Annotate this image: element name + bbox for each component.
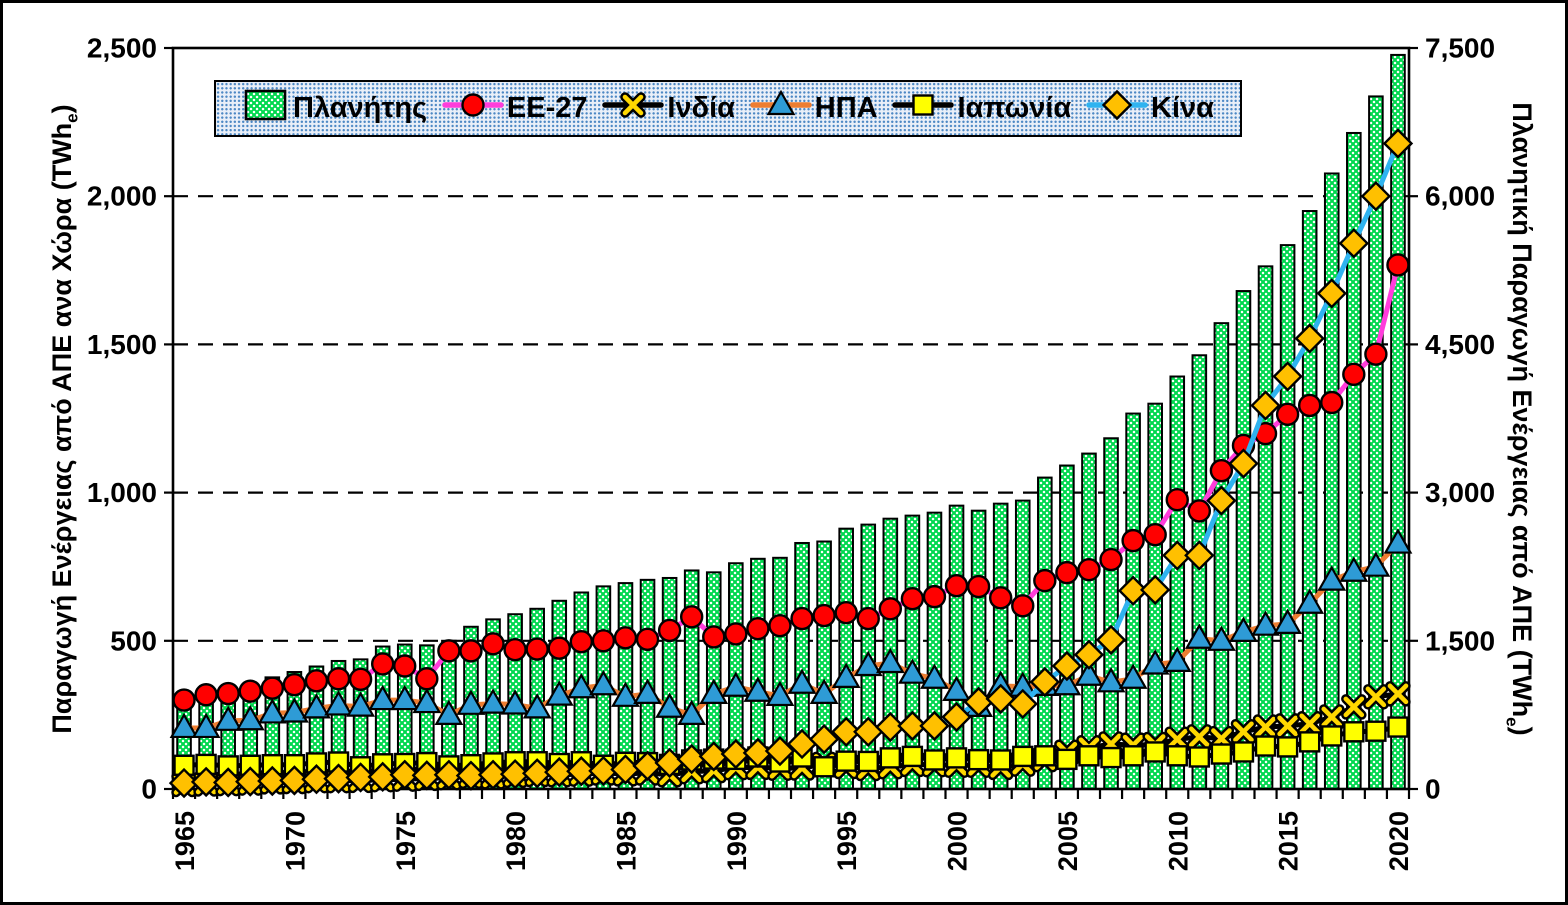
- legend-label-china: Κίνα: [1151, 92, 1214, 124]
- x-tick-label: 1965: [170, 811, 200, 871]
- india-marker-icon: [602, 87, 665, 131]
- right-tick-label: 1,500: [1425, 625, 1495, 656]
- legend-label-eu27: EE-27: [506, 92, 588, 124]
- chart-legend: Πλανήτης EE-27 Ινδία ΗΠΑ Ιαπωνία Κίνα: [214, 80, 1242, 137]
- right-axis-title: Πλανητική Παραγωγή Ενέργειας από ΑΠΕ (TW…: [1502, 102, 1537, 736]
- x-tick-label: 1995: [832, 811, 862, 871]
- right-tick-label: 7,500: [1425, 33, 1495, 64]
- x-tick-label: 1970: [280, 811, 310, 871]
- bar-2004: [1037, 476, 1053, 790]
- legend-label-usa: ΗΠΑ: [814, 92, 878, 124]
- x-tick-label: 2005: [1053, 811, 1083, 871]
- left-axis-title: Παραγωγή Ενέργειας από ΑΠΕ ανα Χώρα (TWh…: [47, 104, 82, 734]
- x-tick-label: 1980: [501, 811, 531, 871]
- x-tick-label: 2010: [1163, 811, 1193, 871]
- left-tick-label: 1,000: [87, 477, 157, 508]
- legend-item-japan: Ιαπωνία: [892, 87, 1071, 131]
- x-tick-label: 1975: [391, 811, 421, 871]
- legend-item-eu27: EE-27: [442, 87, 588, 131]
- axis-tick-labels: 0 500 1,000 1,500 2,000 2,500 0 1,500 3,000 4,500…: [87, 33, 1495, 872]
- x-tick-label: 2020: [1384, 811, 1414, 871]
- japan-marker-icon: [892, 87, 955, 131]
- bar-2017: [1323, 172, 1340, 790]
- chart-plot: 0 500 1,000 1,500 2,000 2,500 0 1,500 3,000 4,500…: [87, 33, 1495, 872]
- usa-marker-icon: [750, 87, 812, 131]
- series-ΗΠΑ: [169, 528, 1413, 739]
- legend-label-world: Πλανήτης: [293, 92, 428, 124]
- world-bar-swatch-icon: [242, 88, 290, 130]
- bar-1999: [926, 511, 943, 790]
- bar-2014: [1257, 265, 1274, 790]
- right-tick-label: 6,000: [1425, 181, 1495, 212]
- bar-2010: [1169, 375, 1186, 790]
- bar-2011: [1191, 354, 1208, 790]
- china-marker-icon: [1086, 87, 1148, 131]
- legend-label-india: Ινδία: [667, 92, 735, 124]
- bar-2001: [970, 509, 987, 790]
- x-tick-label: 2015: [1274, 811, 1304, 871]
- bar-2020: [1390, 53, 1406, 790]
- bar-1995: [838, 527, 854, 790]
- left-tick-label: 500: [110, 625, 157, 656]
- bar-2005: [1059, 464, 1075, 790]
- eu27-marker-icon: [442, 87, 504, 131]
- left-tick-label: 1,500: [87, 329, 157, 360]
- legend-label-japan: Ιαπωνία: [957, 92, 1072, 124]
- right-tick-label: 0: [1425, 774, 1441, 805]
- x-tick-label: 1990: [722, 811, 752, 871]
- axis-ticks: [164, 46, 1418, 799]
- bar-2015: [1279, 244, 1296, 790]
- series-Κίνα: [168, 128, 1414, 799]
- legend-item-usa: ΗΠΑ: [750, 87, 878, 131]
- left-tick-label: 2,500: [87, 33, 157, 64]
- right-tick-label: 3,000: [1425, 477, 1495, 508]
- bar-2012: [1213, 322, 1230, 790]
- left-tick-label: 2,000: [87, 181, 157, 212]
- x-tick-label: 2000: [943, 811, 973, 871]
- bar-2000: [948, 504, 965, 790]
- bar-2016: [1301, 210, 1318, 790]
- bar-2002: [992, 502, 1009, 790]
- legend-item-china: Κίνα: [1086, 87, 1214, 131]
- x-tick-label: 1985: [611, 811, 641, 871]
- left-tick-label: 0: [141, 774, 157, 805]
- legend-item-india: Ινδία: [602, 87, 735, 131]
- right-tick-label: 4,500: [1425, 329, 1495, 360]
- series-EE-27: [172, 253, 1410, 712]
- legend-item-world: Πλανήτης: [242, 88, 427, 130]
- bar-2013: [1235, 290, 1252, 790]
